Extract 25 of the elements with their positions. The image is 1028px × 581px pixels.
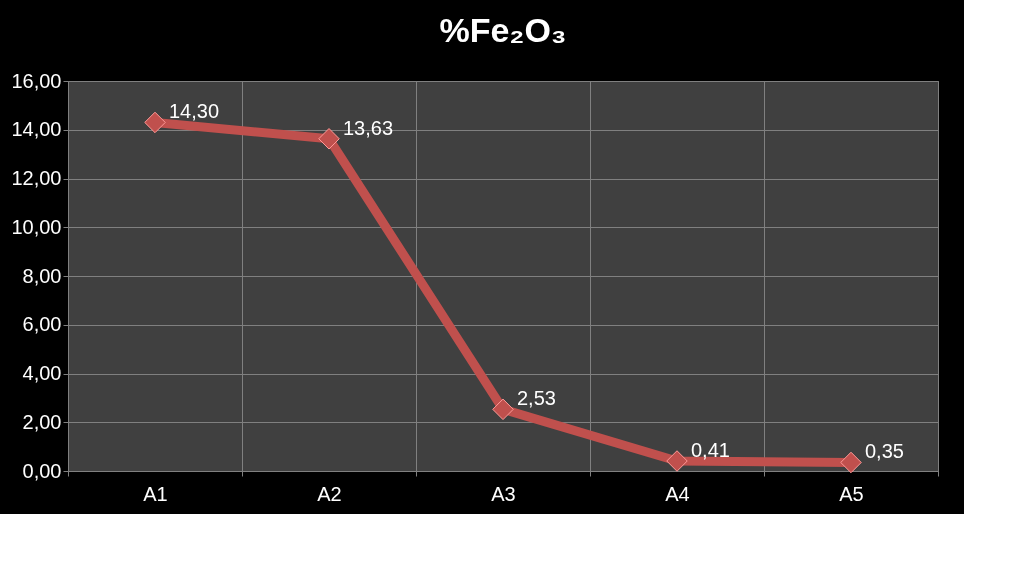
y-tick-label: 12,00 — [11, 167, 62, 189]
point — [840, 451, 862, 474]
data-label: 13,63 — [343, 116, 394, 139]
data-label: 14,30 — [169, 100, 220, 123]
chart-title: %Fe₂O₃ — [439, 11, 567, 49]
x-tick-label: A2 — [317, 482, 342, 505]
y-tick-label: 6,00 — [22, 313, 62, 336]
y-tick-label: 8,00 — [22, 264, 62, 287]
y-tick-label: 0,00 — [22, 459, 62, 482]
x-tick-label: A5 — [839, 482, 864, 505]
point — [492, 398, 514, 421]
y-tick-label: 10,00 — [11, 215, 62, 238]
y-tick-label: 14,00 — [11, 118, 62, 141]
point — [318, 128, 340, 150]
data-label: 0,41 — [691, 439, 730, 462]
data-label: 2,53 — [517, 387, 556, 410]
x-tick-label: A1 — [143, 482, 168, 505]
y-tick-label: 2,00 — [22, 410, 62, 433]
point — [666, 450, 688, 472]
data-label: 0,35 — [865, 440, 904, 463]
x-tick-label: A4 — [665, 482, 690, 505]
x-tick-label: A3 — [491, 482, 516, 505]
y-tick-label: 16,00 — [11, 69, 62, 92]
y-tick-label: 4,00 — [22, 362, 62, 384]
point — [144, 111, 166, 134]
